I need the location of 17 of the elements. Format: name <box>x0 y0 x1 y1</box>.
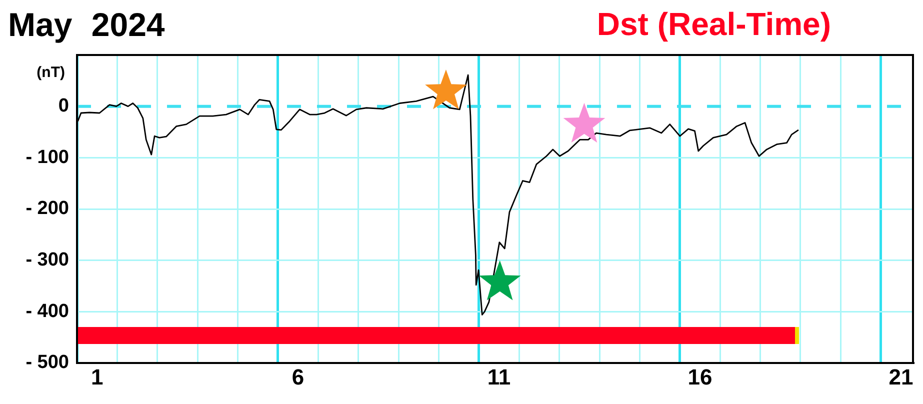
x-tick-label: 1 <box>90 364 104 390</box>
y-tick-label: - 400 <box>26 300 69 322</box>
chart-title: May 2024 <box>8 6 165 44</box>
y-tick-label: - 300 <box>26 250 69 271</box>
point <box>478 260 521 300</box>
y-tick-label: 0 <box>58 96 69 117</box>
x-tick-label: 16 <box>688 364 712 390</box>
y-axis-title: (nT) <box>36 64 65 82</box>
point <box>425 69 467 110</box>
y-tick-label: - 100 <box>26 146 69 168</box>
x-tick-label: 6 <box>292 364 304 390</box>
point <box>563 102 606 143</box>
chart-subtitle: Dst (Real-Time) <box>596 6 831 43</box>
x-tick-label: 11 <box>487 364 511 390</box>
x-tick-label: 21 <box>888 364 914 390</box>
y-tick-label: - 500 <box>26 352 69 374</box>
y-tick-label: - 200 <box>26 198 69 220</box>
